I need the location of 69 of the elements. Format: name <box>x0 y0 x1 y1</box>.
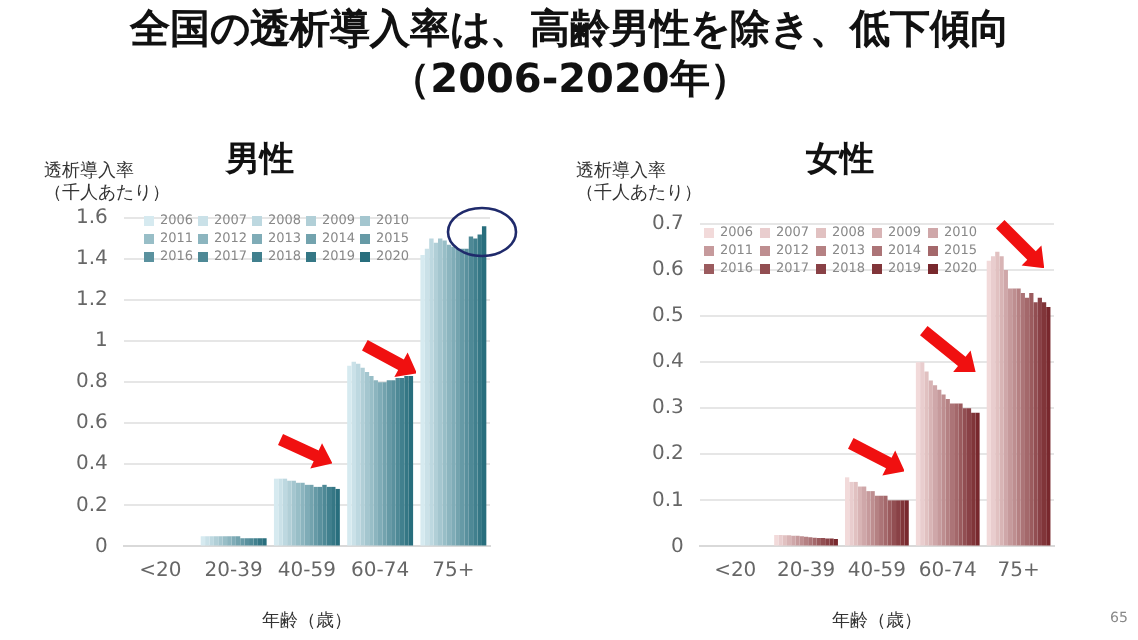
x-tick-label: 75+ <box>432 559 475 582</box>
x-tick-label: 60-74 <box>351 559 410 582</box>
bar <box>1003 270 1008 546</box>
bar <box>404 376 409 546</box>
x-tick-label: 20-39 <box>204 559 263 582</box>
chart-subtitle: 女性 <box>804 138 876 182</box>
y-tick-label: 0.6 <box>75 412 108 435</box>
x-tick-label: 60-74 <box>918 559 977 582</box>
y-tick-label: 0.4 <box>75 453 108 476</box>
text: 全国の透析導入率は、高齢男性を除き、低下傾向（2006-2020年） <box>127 4 1012 104</box>
bar <box>408 376 414 546</box>
bar <box>1024 297 1030 546</box>
x-axis-title: 年齢（歳） <box>831 609 922 632</box>
y-tick-label: 1 <box>95 330 108 353</box>
bar <box>962 408 967 546</box>
y-tick-label: 1.6 <box>75 207 108 230</box>
bar <box>355 363 361 546</box>
bar <box>1046 306 1051 546</box>
bar <box>1037 297 1042 546</box>
bar <box>966 408 972 546</box>
bar <box>420 254 425 546</box>
bar <box>459 248 465 546</box>
bar <box>1033 302 1038 546</box>
x-tick-label: 20-39 <box>777 559 836 582</box>
y-axis-title: 透析導入率（千人あたり） <box>576 162 704 206</box>
bar <box>949 403 955 546</box>
x-axis-title: 年齢（歳） <box>261 609 352 632</box>
bar <box>1041 302 1047 546</box>
y-tick-label: 0.2 <box>651 443 684 466</box>
y-tick-label: 0 <box>95 535 108 558</box>
y-tick-label: 0 <box>671 535 684 558</box>
bar <box>874 495 880 546</box>
bar <box>820 538 826 546</box>
bar <box>999 256 1004 546</box>
x-tick-label: <20 <box>714 559 757 582</box>
y-tick-label: 1.4 <box>75 248 108 271</box>
bar <box>928 380 933 546</box>
y-tick-label: 0.8 <box>75 371 108 394</box>
bar <box>887 500 892 546</box>
bar <box>990 256 996 546</box>
y-tick-label: 0.4 <box>651 351 684 374</box>
bar <box>932 385 938 546</box>
bar <box>891 500 897 546</box>
bar <box>945 399 950 546</box>
y-axis-title: 透析導入率（千人あたり） <box>44 162 172 206</box>
y-tick-label: 0.5 <box>651 305 684 328</box>
y-tick-label: 0.7 <box>651 213 684 236</box>
x-tick-label: 75+ <box>997 559 1040 582</box>
bar <box>326 486 332 546</box>
bar <box>857 486 863 546</box>
bar <box>468 236 474 546</box>
chart-subtitle: 男性 <box>223 138 296 182</box>
y-tick-label: 1.2 <box>75 289 108 312</box>
y-tick-label: 0.3 <box>651 397 684 420</box>
bar <box>317 486 323 546</box>
bar <box>377 382 383 546</box>
bar <box>262 538 267 546</box>
bar <box>399 378 405 546</box>
bar <box>273 478 279 546</box>
y-tick-label: 0.2 <box>75 494 108 517</box>
x-tick-label: 40-59 <box>847 559 906 582</box>
x-tick-label: 40-59 <box>277 559 336 582</box>
bar <box>386 380 392 546</box>
y-tick-label: 0.1 <box>651 489 684 512</box>
bar <box>481 226 487 546</box>
y-tick-label: 0.6 <box>651 259 684 282</box>
bar <box>1020 293 1025 546</box>
bar <box>304 484 310 546</box>
x-tick-label: <20 <box>139 559 182 582</box>
